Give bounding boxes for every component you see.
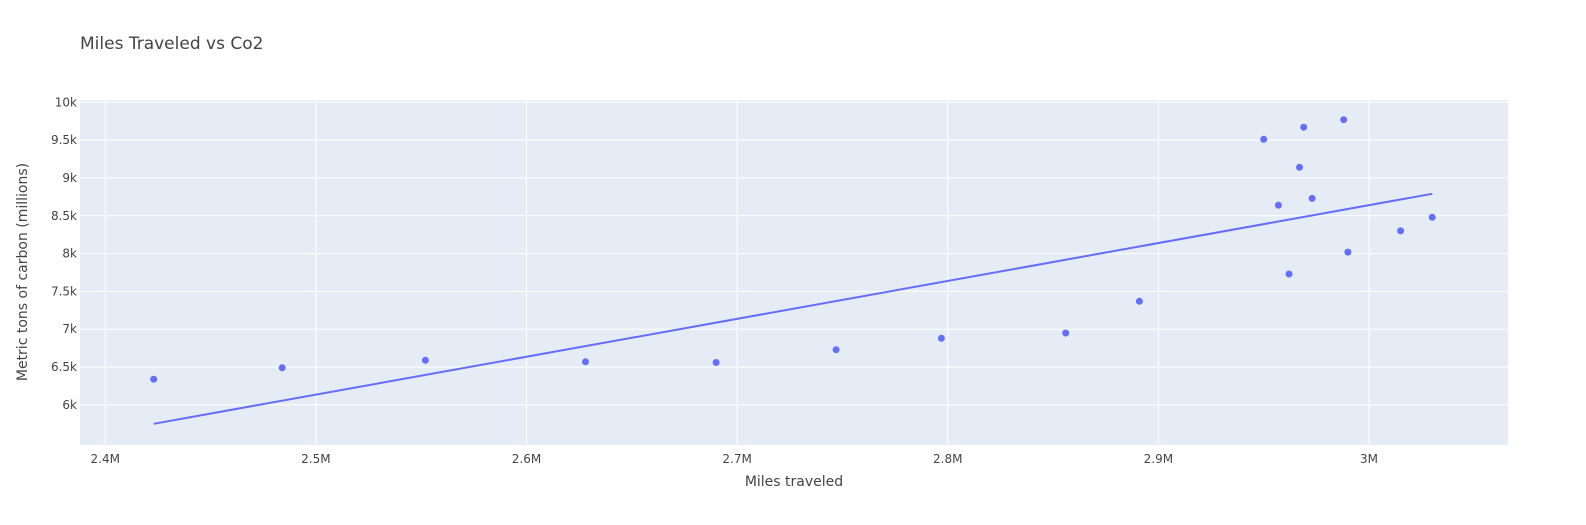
scatter-point[interactable] <box>1274 201 1282 209</box>
y-tick-label: 10k <box>55 95 77 109</box>
scatter-point[interactable] <box>1308 194 1316 202</box>
x-tick-label: 2.5M <box>301 452 330 466</box>
x-tick-label: 2.6M <box>512 452 541 466</box>
x-tick-label: 2.7M <box>722 452 751 466</box>
scatter-point[interactable] <box>1062 329 1070 337</box>
x-tick-label: 2.8M <box>933 452 962 466</box>
scatter-point[interactable] <box>1260 135 1268 143</box>
scatter-point[interactable] <box>1397 227 1405 235</box>
x-axis-ticks: 2.4M 2.5M 2.6M 2.7M 2.8M 2.9M 3M <box>91 452 1378 466</box>
scatter-points <box>150 116 1436 383</box>
y-tick-label: 8.5k <box>51 209 77 223</box>
y-tick-label: 9k <box>62 171 77 185</box>
scatter-point[interactable] <box>150 375 158 383</box>
scatter-point[interactable] <box>937 334 945 342</box>
scatter-point[interactable] <box>1340 116 1348 124</box>
y-tick-label: 6k <box>62 398 77 412</box>
scatter-point[interactable] <box>278 364 286 372</box>
scatter-point[interactable] <box>1296 163 1303 171</box>
scatter-point[interactable] <box>1300 123 1308 131</box>
x-axis-title: Miles traveled <box>745 474 843 490</box>
scatter-point[interactable] <box>1135 297 1143 305</box>
y-tick-label: 7.5k <box>51 284 77 298</box>
y-axis-title: Metric tons of carbon (millions) <box>15 163 31 381</box>
scatter-point[interactable] <box>712 359 720 366</box>
scatter-point[interactable] <box>582 358 589 366</box>
chart-title: Miles Traveled vs Co2 <box>80 34 263 54</box>
scatter-point[interactable] <box>1344 248 1352 256</box>
y-tick-label: 8k <box>62 247 77 261</box>
x-tick-label: 2.9M <box>1144 452 1173 466</box>
x-tick-label: 2.4M <box>91 452 120 466</box>
plot-area <box>80 100 1508 445</box>
x-tick-label: 3M <box>1360 452 1378 466</box>
y-tick-label: 6.5k <box>51 360 77 374</box>
scatter-point[interactable] <box>832 346 840 354</box>
trend-line-layer <box>153 192 1433 425</box>
scatter-point[interactable] <box>421 356 429 364</box>
y-tick-label: 9.5k <box>51 133 77 147</box>
y-tick-label: 7k <box>62 322 77 336</box>
gridlines <box>80 100 1508 445</box>
scatter-point[interactable] <box>1285 270 1293 278</box>
y-axis-ticks: 6k 6.5k 7k 7.5k 8k 8.5k 9k 9.5k 10k <box>51 95 77 412</box>
scatter-point[interactable] <box>1428 213 1436 221</box>
trend-line <box>153 192 1433 425</box>
